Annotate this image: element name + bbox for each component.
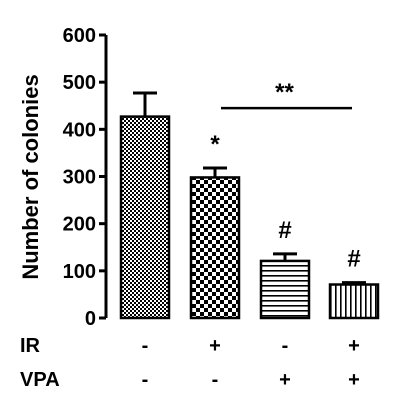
y-axis-title: Number of colonies xyxy=(18,74,43,279)
bar-group-2 xyxy=(189,166,241,320)
condition-name-ir: IR xyxy=(20,335,41,357)
condition-ir-mark-2: + xyxy=(209,335,221,357)
condition-vpa-mark-1: - xyxy=(142,369,149,391)
bar-1 xyxy=(119,115,171,320)
annotations: * # # ** xyxy=(210,79,360,273)
y-axis: 0 100 200 300 400 500 600 xyxy=(63,25,108,330)
bar-annotation-4: # xyxy=(347,246,360,273)
y-tick-label-5: 500 xyxy=(63,72,96,94)
y-tick-label-6: 600 xyxy=(63,25,96,47)
condition-ir-mark-4: + xyxy=(348,335,360,357)
condition-name-vpa: VPA xyxy=(20,369,60,391)
condition-ir-mark-3: - xyxy=(282,335,289,357)
bar-2 xyxy=(189,176,241,320)
condition-ir-mark-1: - xyxy=(142,335,149,357)
condition-vpa-mark-3: + xyxy=(279,369,291,391)
bar-group-4 xyxy=(328,281,380,320)
bar-annotation-2: * xyxy=(210,131,220,158)
condition-vpa-mark-2: - xyxy=(212,369,219,391)
y-tick-label-1: 100 xyxy=(63,261,96,283)
y-tick-label-4: 400 xyxy=(63,119,96,141)
condition-vpa-mark-4: + xyxy=(348,369,360,391)
bar-annotation-3: # xyxy=(278,217,291,244)
condition-table: IR - + - + VPA - - + + xyxy=(20,335,360,391)
bar-4 xyxy=(328,283,380,320)
comparison-label: ** xyxy=(275,79,294,106)
bar-group-3 xyxy=(259,252,311,320)
y-tick-label-3: 300 xyxy=(63,167,96,189)
bar-group-1 xyxy=(119,91,171,320)
y-tick-label-0: 0 xyxy=(85,308,96,330)
bar-3 xyxy=(259,259,311,320)
y-tick-label-2: 200 xyxy=(63,214,96,236)
bars xyxy=(119,91,380,320)
